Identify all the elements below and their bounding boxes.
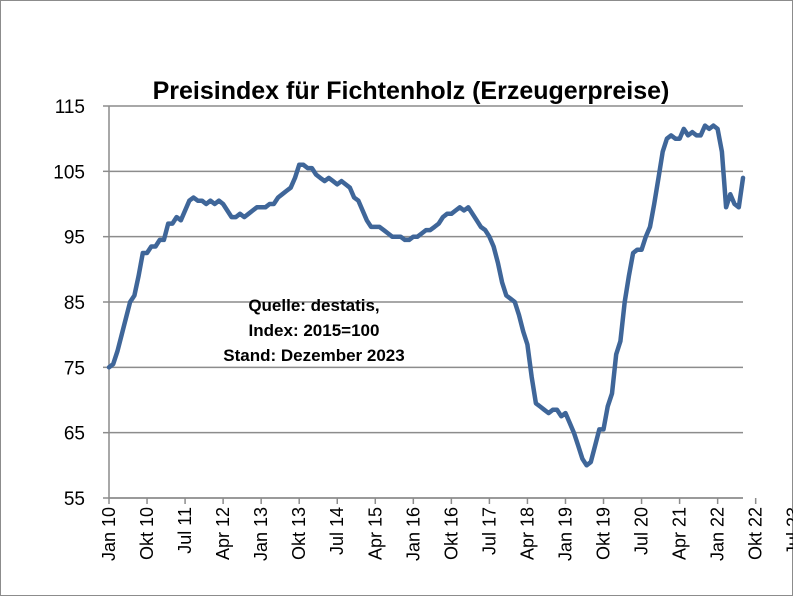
x-tick-label: Jan 13 bbox=[251, 507, 271, 561]
x-tick-label: Okt 22 bbox=[746, 507, 766, 560]
x-tick-label: Jan 19 bbox=[555, 507, 575, 561]
x-tick-label: Jul 14 bbox=[327, 507, 347, 555]
y-tick-label: 75 bbox=[64, 358, 85, 379]
x-tick-label: Okt 13 bbox=[289, 507, 309, 560]
y-tick-label: 115 bbox=[55, 97, 85, 118]
x-axis: Jan 10 Okt 10 Jul 11 Apr 12 Jan 13 Okt 13 Jul … bbox=[99, 497, 793, 561]
x-tick-label: Okt 10 bbox=[137, 507, 157, 560]
x-tick-label: Apr 21 bbox=[670, 507, 690, 560]
y-tick-label: 55 bbox=[64, 489, 85, 510]
x-tick-label: Jan 16 bbox=[403, 507, 423, 561]
x-tick-label: Apr 18 bbox=[517, 507, 537, 560]
grid-lines bbox=[109, 105, 743, 499]
series-layer bbox=[106, 123, 746, 468]
y-tick-label: 95 bbox=[64, 228, 85, 249]
series-line bbox=[106, 123, 746, 468]
x-tick-label: Jul 23 bbox=[784, 507, 793, 555]
y-tick-label: 105 bbox=[53, 162, 85, 183]
annotation-line-status: Stand: Dezember 2023 bbox=[223, 346, 404, 365]
x-tick-label: Apr 12 bbox=[213, 507, 233, 560]
x-tick-label: Jan 22 bbox=[708, 507, 728, 561]
x-tick-label: Jul 11 bbox=[175, 507, 195, 554]
chart-title: Preisindex für Fichtenholz (Erzeugerprei… bbox=[153, 77, 670, 105]
source-annotation: Quelle: destatis, Index: 2015=100 Stand:… bbox=[223, 296, 404, 365]
y-tick-label: 65 bbox=[64, 424, 85, 445]
y-axis: 55 65 75 85 95 105 115 bbox=[53, 97, 110, 510]
x-tick-label: Jul 20 bbox=[632, 507, 652, 555]
x-tick-label: Okt 16 bbox=[441, 507, 461, 560]
x-tick-label: Jul 17 bbox=[479, 507, 499, 555]
x-tick-label: Okt 19 bbox=[594, 507, 614, 560]
x-tick-label: Jan 10 bbox=[99, 507, 119, 561]
annotation-line-index: Index: 2015=100 bbox=[249, 321, 380, 340]
x-tick-label: Apr 15 bbox=[365, 507, 385, 560]
y-tick-label: 85 bbox=[64, 293, 85, 314]
annotation-line-source: Quelle: destatis, bbox=[248, 296, 379, 315]
